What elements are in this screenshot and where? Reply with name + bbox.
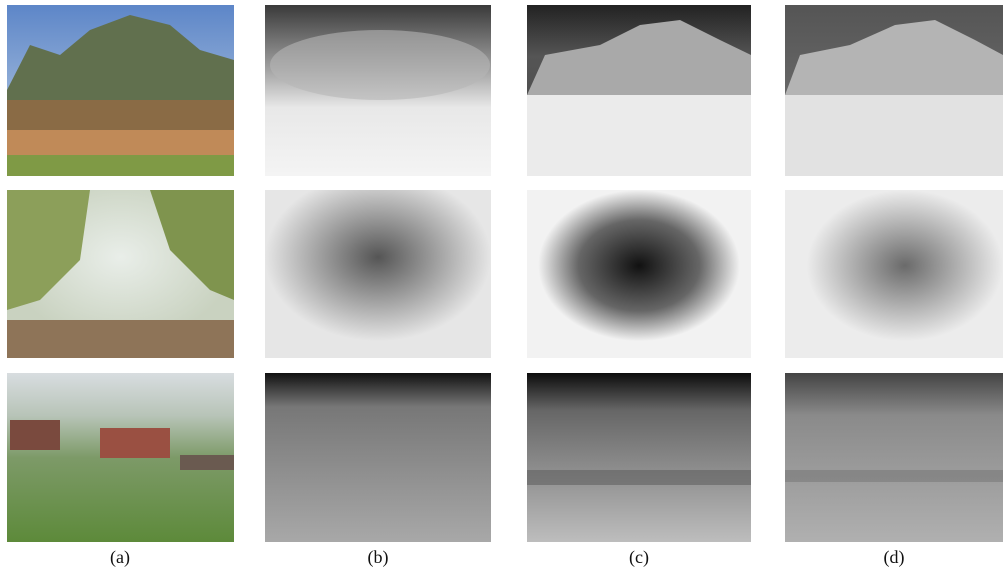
caption: (a) [110, 547, 130, 568]
panel-d1 [785, 5, 1003, 176]
panel-b1 [265, 5, 491, 176]
panel-b3 [265, 373, 491, 542]
panel-c2 [527, 190, 751, 358]
panel-d3 [785, 373, 1003, 542]
panel-c1 [527, 5, 751, 176]
figure: (a) (b) (c) (d) [0, 0, 1003, 573]
panel-b2 [265, 190, 491, 358]
caption: (b) [368, 547, 389, 568]
panel-a1 [7, 5, 234, 176]
panel-a2 [7, 190, 234, 358]
caption: (d) [884, 547, 905, 568]
panel-a3 [7, 373, 234, 542]
panel-d2 [785, 190, 1003, 358]
caption: (c) [629, 547, 649, 568]
panel-c3 [527, 373, 751, 542]
